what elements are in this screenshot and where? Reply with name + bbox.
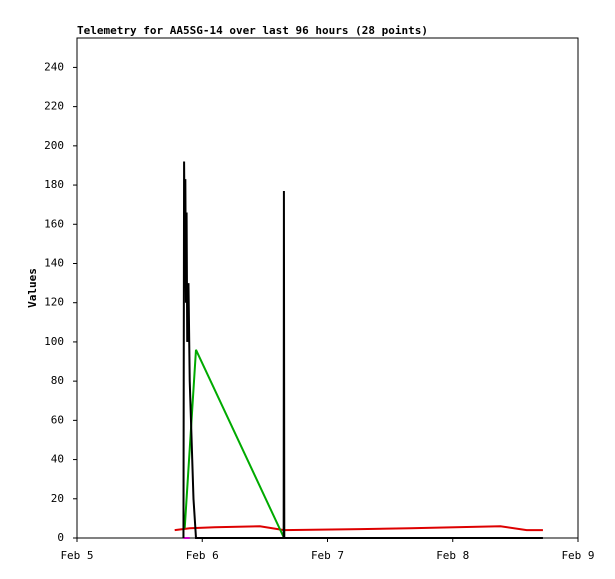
x-tick-label: Feb 6 (186, 549, 219, 562)
series-line (183, 349, 285, 539)
y-axis-label: Values (26, 268, 39, 308)
y-tick-label: 20 (51, 492, 64, 505)
y-tick-label: 160 (44, 217, 64, 230)
series-line (174, 525, 543, 532)
y-tick-label: 40 (51, 453, 64, 466)
y-tick-label: 140 (44, 256, 64, 269)
series-line (182, 161, 543, 539)
x-tick-label: Feb 5 (60, 549, 93, 562)
y-tick-label: 220 (44, 100, 64, 113)
y-tick-label: 120 (44, 296, 64, 309)
y-tick-label: 100 (44, 335, 64, 348)
x-tick-label: Feb 7 (311, 549, 344, 562)
y-tick-label: 60 (51, 413, 64, 426)
x-tick-label: Feb 9 (561, 549, 594, 562)
y-tick-label: 180 (44, 178, 64, 191)
y-tick-label: 80 (51, 374, 64, 387)
chart-title: Telemetry for AA5SG-14 over last 96 hour… (77, 24, 428, 37)
y-tick-label: 0 (57, 531, 64, 544)
y-tick-label: 240 (44, 60, 64, 73)
y-tick-label: 200 (44, 139, 64, 152)
x-tick-label: Feb 8 (436, 549, 469, 562)
